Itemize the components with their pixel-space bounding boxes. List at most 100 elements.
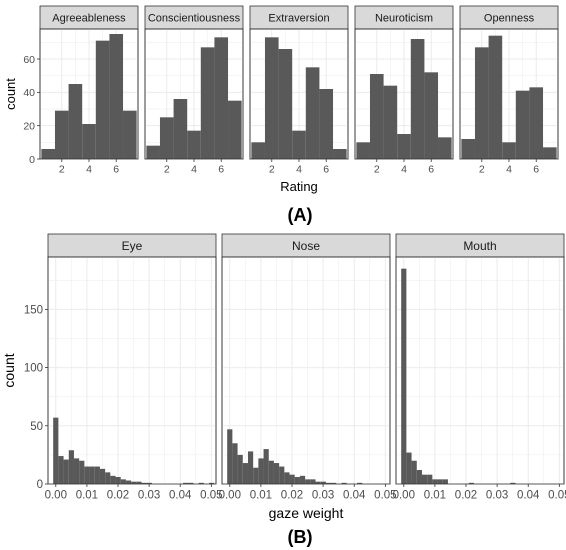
x-tick-label: 0.00 — [219, 490, 241, 502]
y-tick-label: 150 — [24, 305, 43, 317]
panel-label-a: (A) — [288, 205, 313, 225]
y-tick-label: 60 — [23, 54, 35, 66]
x-tick-label: 0.04 — [517, 490, 540, 502]
histogram-bar-eye — [131, 481, 137, 484]
histogram-bar-conscientiousness — [200, 47, 215, 160]
y-tick-label: 100 — [24, 363, 43, 375]
histogram-bar-mouth — [401, 268, 407, 484]
facet-title-eye: Eye — [122, 239, 143, 253]
histogram-bar-nose — [232, 443, 238, 484]
histogram-bar-agreeableness — [41, 149, 55, 159]
x-tick-label: 4 — [401, 164, 407, 176]
x-tick-label: 0.05 — [548, 490, 566, 502]
histogram-bar-agreeableness — [82, 124, 96, 159]
histogram-bar-eye — [68, 450, 74, 484]
histogram-bar-openness — [488, 35, 503, 159]
histogram-bar-eye — [115, 477, 121, 484]
histogram-bar-extraversion — [319, 89, 334, 159]
panel-label-b: (B) — [288, 527, 313, 547]
histogram-bar-nose — [294, 477, 300, 484]
histogram-bar-mouth — [406, 452, 412, 484]
x-tick-label: 2 — [164, 164, 170, 176]
x-tick-label: 0.05 — [374, 490, 396, 502]
histogram-bar-eye — [141, 482, 147, 484]
facet-title-extraversion: Extraversion — [268, 12, 329, 24]
y-tick-label: 0 — [37, 479, 43, 491]
histogram-bar-eye — [183, 482, 189, 484]
histogram-bar-neuroticism — [369, 74, 384, 159]
facet-extraversion: Extraversion 2 4 6 — [249, 5, 349, 176]
histogram-bar-openness — [515, 90, 530, 159]
x-tick-label: 0.00 — [45, 490, 67, 502]
histogram-bar-eye — [79, 460, 85, 484]
histogram-bar-conscientiousness — [159, 117, 174, 159]
x-tick-label: 4 — [86, 164, 92, 176]
facet-title-nose: Nose — [292, 239, 320, 253]
x-tick-label: 2 — [59, 164, 65, 176]
histogram-bar-eye — [99, 468, 106, 484]
x-tick-label: 4 — [296, 164, 302, 176]
facet-openness: Openness 2 4 6 — [459, 5, 559, 176]
histogram-bar-eye — [63, 459, 69, 484]
x-tick-label: 0.03 — [312, 490, 334, 502]
histogram-bar-eye — [209, 482, 215, 484]
histogram-bar-mouth — [427, 474, 433, 484]
x-tick-label: 0.01 — [424, 490, 446, 502]
histogram-bar-eye — [125, 480, 132, 484]
histogram-bar-eye — [53, 417, 59, 484]
histogram-bar-conscientiousness — [228, 100, 242, 159]
x-axis-title: gaze weight — [269, 505, 344, 521]
histogram-bar-nose — [299, 475, 306, 484]
histogram-bar-openness — [461, 139, 475, 159]
panel-border-nose — [221, 256, 391, 485]
x-tick-label: 0.02 — [107, 490, 129, 502]
histogram-bar-extraversion — [333, 149, 347, 159]
histogram-bar-nose — [253, 467, 259, 484]
histogram-bar-eye — [58, 456, 64, 484]
histogram-bar-nose — [273, 463, 280, 484]
histogram-bar-eye — [105, 472, 111, 484]
panel-bg-eye — [47, 256, 217, 485]
x-axis-title: Rating — [280, 179, 318, 194]
histogram-bar-eye — [120, 479, 126, 484]
facet-neuroticism: Neuroticism 2 4 6 — [354, 5, 454, 176]
histogram-bar-mouth — [468, 482, 474, 484]
facet-nose: Nose 0.00 0.01 0.02 0.03 0.04 0.05 — [219, 233, 397, 502]
histogram-bar-nose — [284, 472, 290, 484]
histogram-bar-openness — [502, 142, 516, 159]
histogram-bar-agreeableness — [109, 34, 124, 159]
x-tick-label: 0.03 — [486, 490, 508, 502]
histogram-bar-eye — [198, 482, 204, 484]
histogram-bar-nose — [325, 482, 332, 484]
y-tick-label: 50 — [30, 421, 43, 433]
histogram-bar-openness — [529, 87, 544, 159]
histogram-bar-nose — [279, 466, 285, 484]
histogram-bar-openness — [474, 47, 489, 160]
histogram-bar-openness — [543, 147, 557, 159]
x-tick-label: 6 — [428, 164, 434, 176]
facet-title-agreeableness: Agreeableness — [52, 12, 126, 24]
histogram-bar-eye — [188, 482, 194, 484]
facet-title-conscientiousness: Conscientiousness — [148, 12, 241, 24]
histogram-bar-eye — [84, 466, 90, 484]
histogram-bar-extraversion — [278, 49, 293, 159]
histogram-bar-nose — [305, 479, 311, 484]
x-tick-label: 2 — [374, 164, 380, 176]
histogram-bar-nose — [242, 463, 248, 484]
histogram-bar-neuroticism — [397, 134, 411, 159]
y-tick-label: 20 — [23, 120, 35, 132]
histogram-bar-nose — [320, 481, 326, 484]
chart-b-gaze-weights: Eye 0.00 0.01 0.02 0.03 0.04 0.05 0 50 100 150 Nose… — [1, 233, 566, 521]
x-tick-label: 0.01 — [250, 490, 272, 502]
x-tick-label: 0.04 — [343, 490, 366, 502]
histogram-bar-nose — [268, 460, 274, 484]
histogram-bar-eye — [73, 458, 80, 484]
histogram-bar-conscientiousness — [187, 130, 201, 159]
histogram-bar-eye — [94, 466, 100, 484]
histogram-bar-mouth — [437, 479, 443, 484]
histogram-bar-neuroticism — [438, 137, 452, 159]
histogram-bar-conscientiousness — [173, 99, 188, 159]
histogram-bar-nose — [331, 482, 337, 484]
